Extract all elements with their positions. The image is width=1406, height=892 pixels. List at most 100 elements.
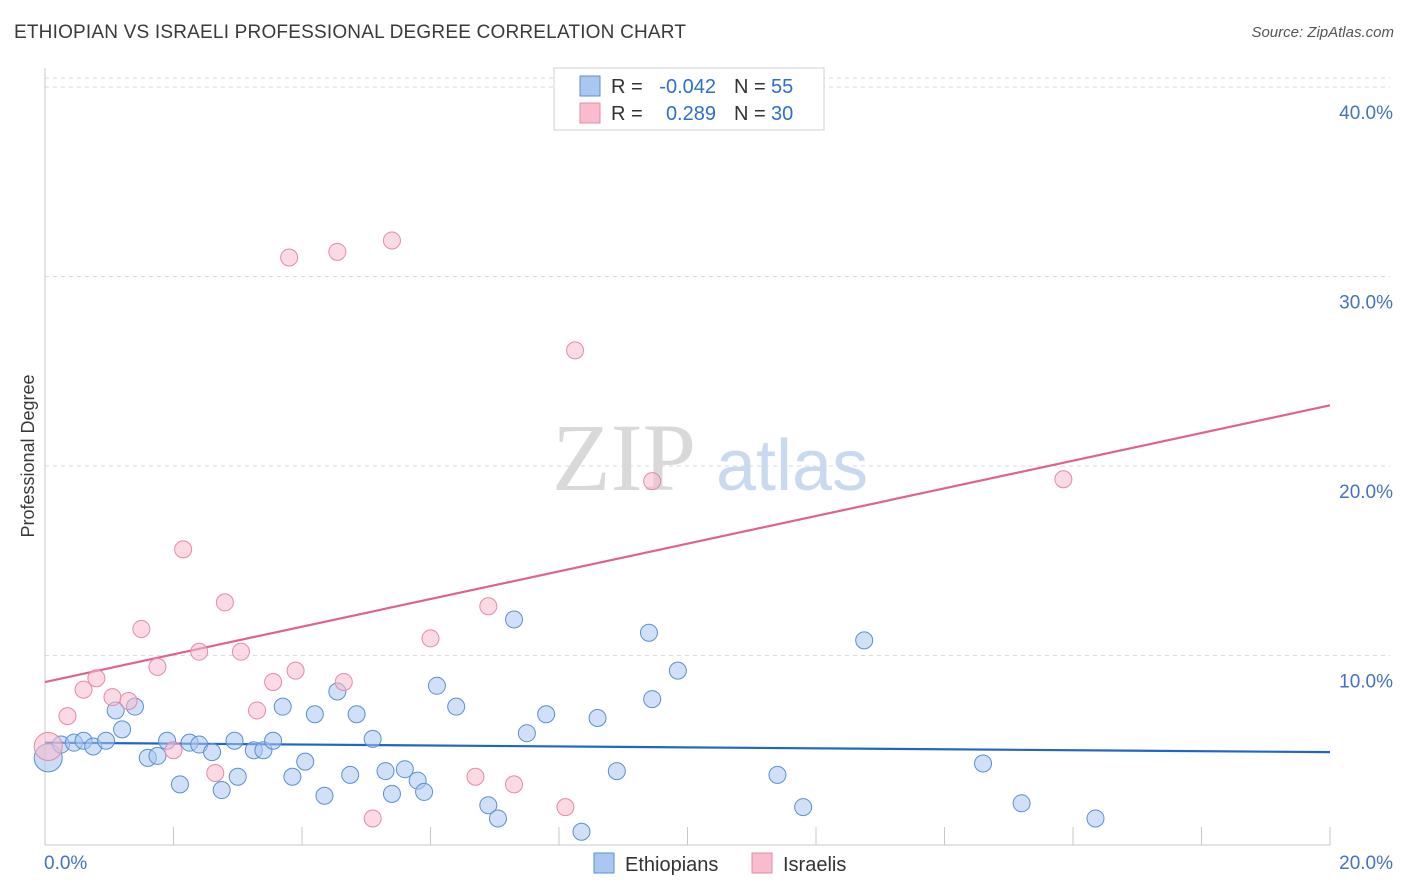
point-ethiopians	[382, 784, 401, 803]
legend-swatch-israelis	[579, 102, 601, 124]
legend-box: R = -0.042 N = 55 R = 0.289 N = 30	[553, 67, 825, 131]
legend-r-label-1: R =	[611, 76, 643, 98]
point-israelis	[206, 763, 225, 782]
point-ethiopians	[572, 822, 591, 841]
point-israelis	[643, 472, 662, 491]
bottom-legend: Ethiopians Israelis	[593, 852, 846, 876]
bottom-legend-israelis: Israelis	[783, 854, 846, 876]
point-israelis	[505, 775, 524, 794]
point-ethiopians	[203, 743, 222, 762]
axes: 10.0% 20.0% 30.0% 40.0% 0.0% 20.0%	[44, 68, 1393, 874]
legend-r-value-1: -0.042	[659, 76, 716, 98]
point-ethiopians	[639, 623, 658, 642]
point-israelis	[280, 248, 299, 267]
point-ethiopians	[283, 767, 302, 786]
point-ethiopians	[347, 705, 366, 724]
point-israelis	[479, 597, 498, 616]
point-ethiopians	[305, 705, 324, 724]
point-ethiopians	[794, 798, 813, 817]
point-israelis	[215, 593, 234, 612]
point-ethiopians	[1086, 809, 1105, 828]
point-israelis	[148, 657, 167, 676]
trend-line-israelis	[44, 404, 1331, 684]
point-israelis	[33, 731, 63, 761]
point-ethiopians	[607, 762, 626, 781]
point-israelis	[466, 767, 485, 786]
legend-swatch-ethiopians	[579, 75, 601, 97]
y-tick-label: 30.0%	[1339, 292, 1393, 313]
point-ethiopians	[113, 720, 132, 739]
point-israelis	[382, 231, 401, 250]
point-israelis	[231, 642, 250, 661]
chart-title: ETHIOPIAN VS ISRAELI PROFESSIONAL DEGREE…	[14, 22, 687, 43]
point-ethiopians	[273, 697, 292, 716]
point-israelis	[1054, 470, 1073, 489]
legend-n-label-1: N =	[734, 76, 766, 98]
point-israelis	[58, 707, 77, 726]
point-israelis	[248, 701, 267, 720]
point-israelis	[190, 642, 209, 661]
point-israelis	[286, 661, 305, 680]
legend-n-value-1: 55	[771, 76, 793, 98]
y-axis-label: Professional Degree	[18, 374, 38, 537]
point-israelis	[103, 688, 122, 707]
point-ethiopians	[1012, 794, 1031, 813]
bottom-legend-swatch-israelis	[751, 852, 773, 874]
point-ethiopians	[427, 676, 446, 695]
point-ethiopians	[264, 731, 283, 750]
x-tick-label-min: 0.0%	[44, 853, 87, 874]
x-tick-label-max: 20.0%	[1339, 853, 1393, 874]
point-israelis	[132, 619, 151, 638]
grid-lines	[45, 77, 1390, 656]
point-israelis	[87, 669, 106, 688]
point-israelis	[334, 673, 353, 692]
point-ethiopians	[855, 631, 874, 650]
point-ethiopians	[768, 765, 787, 784]
point-ethiopians	[225, 731, 244, 750]
point-ethiopians	[668, 661, 687, 680]
source-label: Source: ZipAtlas.com	[1251, 24, 1394, 41]
point-ethiopians	[296, 752, 315, 771]
legend-r-label-2: R =	[611, 103, 643, 125]
point-israelis	[363, 809, 382, 828]
legend-n-label-2: N =	[734, 103, 766, 125]
point-israelis	[421, 629, 440, 648]
watermark-zip: ZIP	[552, 404, 696, 511]
point-israelis	[566, 341, 585, 360]
point-israelis	[164, 741, 183, 760]
y-tick-label: 20.0%	[1339, 482, 1393, 503]
bottom-legend-ethiopians: Ethiopians	[625, 854, 718, 876]
point-ethiopians	[228, 767, 247, 786]
point-ethiopians	[341, 765, 360, 784]
data-points	[33, 231, 1105, 841]
legend-r-value-2: 0.289	[666, 103, 716, 125]
point-ethiopians	[537, 705, 556, 724]
point-ethiopians	[505, 610, 524, 629]
point-ethiopians	[148, 746, 167, 765]
bottom-legend-swatch-ethiopians	[593, 852, 615, 874]
point-ethiopians	[447, 697, 466, 716]
legend-n-value-2: 30	[771, 103, 793, 125]
point-israelis	[556, 798, 575, 817]
y-tick-label: 40.0%	[1339, 103, 1393, 124]
point-ethiopians	[97, 731, 116, 750]
point-ethiopians	[588, 709, 607, 728]
point-israelis	[174, 540, 193, 559]
point-ethiopians	[212, 781, 231, 800]
point-ethiopians	[376, 762, 395, 781]
point-israelis	[119, 691, 138, 710]
point-ethiopians	[415, 782, 434, 801]
point-israelis	[328, 242, 347, 261]
point-ethiopians	[479, 796, 498, 815]
watermark: ZIP atlas	[552, 404, 868, 511]
point-ethiopians	[363, 729, 382, 748]
point-israelis	[74, 680, 93, 699]
point-ethiopians	[974, 754, 993, 773]
point-ethiopians	[315, 786, 334, 805]
point-ethiopians	[488, 809, 507, 828]
y-tick-label: 10.0%	[1339, 671, 1393, 692]
watermark-atlas: atlas	[716, 426, 868, 506]
point-ethiopians	[643, 690, 662, 709]
point-ethiopians	[395, 760, 414, 779]
